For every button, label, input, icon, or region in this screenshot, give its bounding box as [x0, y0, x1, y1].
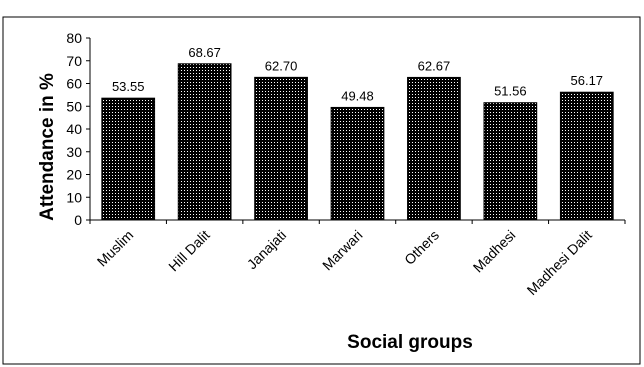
bar — [559, 91, 614, 221]
y-tick-label: 0 — [74, 212, 82, 228]
data-label: 49.48 — [341, 88, 374, 103]
bar — [177, 63, 232, 221]
value-labels-group: 53.55 68.67 62.70 49.48 62.67 51.56 56.17 — [112, 45, 603, 104]
bars-group — [101, 63, 614, 221]
bar — [483, 102, 538, 221]
chart-frame — [2, 16, 641, 365]
bar — [330, 106, 385, 221]
y-tick-label: 40 — [66, 121, 82, 137]
y-tick-label: 80 — [66, 30, 82, 46]
bar — [407, 76, 461, 221]
y-axis: 0 10 20 30 40 50 60 70 80 — [66, 30, 91, 228]
data-label: 51.56 — [494, 84, 527, 99]
data-label: 62.67 — [418, 58, 451, 73]
data-label: 56.17 — [571, 73, 604, 88]
data-label: 68.67 — [188, 45, 221, 60]
y-tick-label: 60 — [66, 76, 82, 92]
y-tick-label: 10 — [66, 189, 82, 205]
y-axis-title: Attendance in % — [37, 73, 58, 221]
x-axis-title: Social groups — [347, 332, 473, 353]
data-label: 53.55 — [112, 79, 145, 94]
y-tick-label: 70 — [66, 53, 82, 69]
y-tick-label: 30 — [66, 144, 82, 160]
bar — [254, 76, 308, 221]
bar — [101, 97, 156, 221]
data-label: 62.70 — [265, 58, 298, 73]
y-tick-label: 50 — [66, 98, 82, 114]
y-tick-label: 20 — [66, 167, 82, 183]
